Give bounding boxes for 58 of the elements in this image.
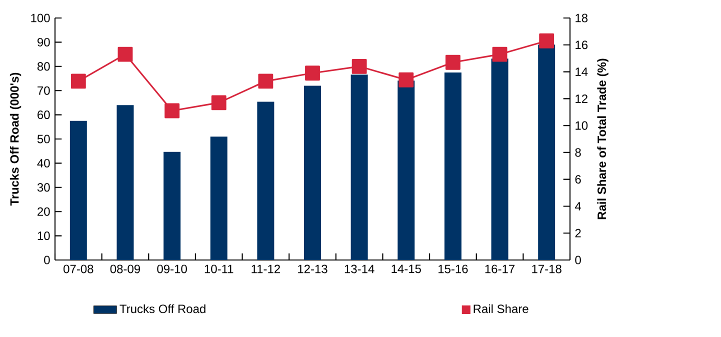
x-tick-label: 12-13 <box>298 264 328 274</box>
x-tick-label: 14-15 <box>392 264 421 274</box>
bar <box>398 80 415 260</box>
point <box>211 95 226 110</box>
x-tick-label: 09-10 <box>157 264 187 274</box>
x-tick-label: 17-18 <box>532 264 562 274</box>
y2-tick-label: 10 <box>576 121 588 130</box>
point <box>258 74 274 89</box>
point <box>492 46 508 62</box>
y-tick-label: 40 <box>37 158 50 168</box>
y2-tick-label: 14 <box>576 68 588 76</box>
y2-tick-label: 6 <box>575 175 581 184</box>
x-tick-label: 16-17 <box>485 264 515 274</box>
y2-tick-label: 12 <box>576 94 588 103</box>
y-tick-label: 20 <box>38 207 50 216</box>
point <box>70 74 86 89</box>
point <box>539 33 554 48</box>
y2-tick-label: 18 <box>576 14 588 22</box>
y2-tick-label: 16 <box>576 40 588 50</box>
point <box>305 66 320 81</box>
point <box>164 103 180 118</box>
x-tick-label: 10-11 <box>204 264 234 274</box>
y-tick-label: 70 <box>38 86 50 95</box>
point <box>445 54 460 70</box>
y-tick-label: 30 <box>37 183 50 192</box>
bar <box>257 102 274 260</box>
y-axis-title: Trucks Off Road (000's) <box>10 72 22 206</box>
bar <box>164 152 181 260</box>
bar <box>491 58 508 260</box>
x-tick-label: 11-12 <box>252 264 280 274</box>
x-tick-label: 13-14 <box>344 264 374 274</box>
y-tick-label: 50 <box>37 134 50 144</box>
y-tick-label: 60 <box>38 110 50 120</box>
bar <box>70 120 87 260</box>
y-tick-label: 0 <box>44 256 50 264</box>
bar <box>444 72 462 260</box>
bar <box>210 136 228 260</box>
y2-tick-label: 2 <box>575 228 581 238</box>
y-tick-label: 100 <box>31 14 50 22</box>
y-tick-label: 10 <box>38 232 50 240</box>
y2-tick-label: 8 <box>575 148 581 157</box>
x-tick-label: 08-09 <box>110 264 140 274</box>
y-tick-label: 80 <box>37 62 50 71</box>
point <box>118 46 133 62</box>
bar <box>538 44 556 260</box>
bar <box>304 86 321 260</box>
point <box>398 72 414 88</box>
y-tick-label: 90 <box>38 38 50 46</box>
legend-label: Trucks Off Road <box>120 304 206 314</box>
legend-label: Rail Share <box>474 304 528 314</box>
y2-axis-title: Rail Share of Total Trade (%) <box>597 58 608 220</box>
y2-tick-label: 0 <box>575 256 581 264</box>
y2-tick-label: 4 <box>574 202 582 210</box>
x-tick-label: 15-16 <box>438 264 468 274</box>
x-tick-label: 07-08 <box>64 264 94 274</box>
bar <box>116 105 134 260</box>
point <box>352 58 367 74</box>
bar <box>350 74 368 260</box>
